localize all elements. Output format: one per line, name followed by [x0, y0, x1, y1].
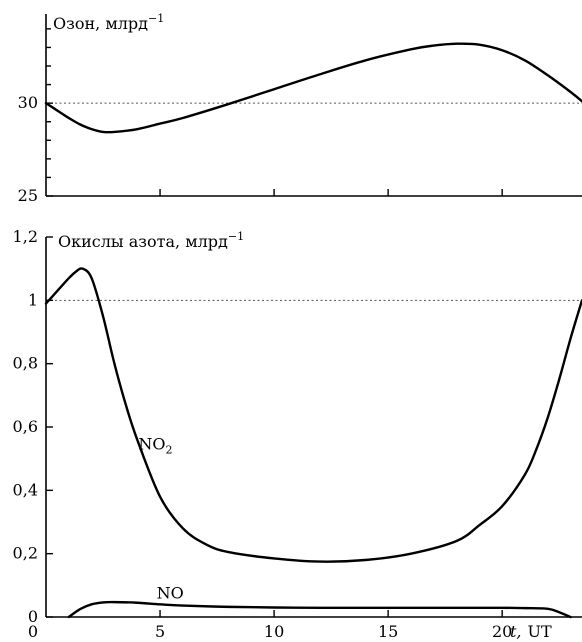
nox-y-tick-label: 0 — [28, 607, 38, 626]
nox-y-tick-label: 1 — [28, 290, 38, 309]
ozone-y-tick-label: 30 — [18, 93, 38, 112]
nox-y-tick-label: 0,6 — [13, 417, 38, 436]
ozone-series-line — [44, 42, 582, 134]
ozone-title: Озон, млрд−1 — [53, 12, 164, 33]
nox-ticks — [46, 236, 503, 618]
nox-x-tick-label: 15 — [378, 622, 398, 641]
ozone-ticks — [46, 28, 503, 197]
no-series-label: NO — [157, 583, 184, 602]
ozone-title-superscript: −1 — [148, 12, 164, 25]
nox-y-tick-label: 0,2 — [13, 544, 38, 563]
x-axis-label-unit: UT — [528, 622, 552, 641]
nox-title: Окислы азота, млрд−1 — [58, 230, 244, 251]
ozone-tick-labels: 25 30 — [18, 93, 38, 205]
no2-series-label: NO2 — [138, 434, 172, 456]
nox-y-tick-label: 1,2 — [13, 227, 38, 246]
no2-subscript: 2 — [165, 443, 172, 456]
no2-series-line — [44, 267, 582, 563]
ozone-y-tick-label: 25 — [18, 186, 38, 205]
nox-y-tick-label: 0,8 — [13, 354, 38, 373]
ozone-panel: 25 30 Озон, млрд−1 — [18, 12, 582, 205]
nitrogen-oxides-panel: 0 0,2 0,4 0,6 0,8 1 1,2 0 5 10 15 20 Окислы азота, … — [13, 227, 582, 641]
nox-x-tick-label: 20 — [492, 622, 512, 641]
no-series-line — [67, 600, 572, 619]
x-axis-label-t: t, — [510, 622, 522, 641]
nox-y-tick-label: 0,4 — [13, 480, 38, 499]
nox-x-tick-label: 5 — [155, 622, 165, 641]
x-axis-label: t, UT — [510, 622, 552, 641]
nox-x-tick-label: 10 — [264, 622, 284, 641]
nox-x-tick-label: 0 — [28, 622, 38, 641]
nox-title-superscript: −1 — [228, 230, 244, 243]
nox-tick-labels: 0 0,2 0,4 0,6 0,8 1 1,2 0 5 10 15 20 — [13, 227, 513, 641]
